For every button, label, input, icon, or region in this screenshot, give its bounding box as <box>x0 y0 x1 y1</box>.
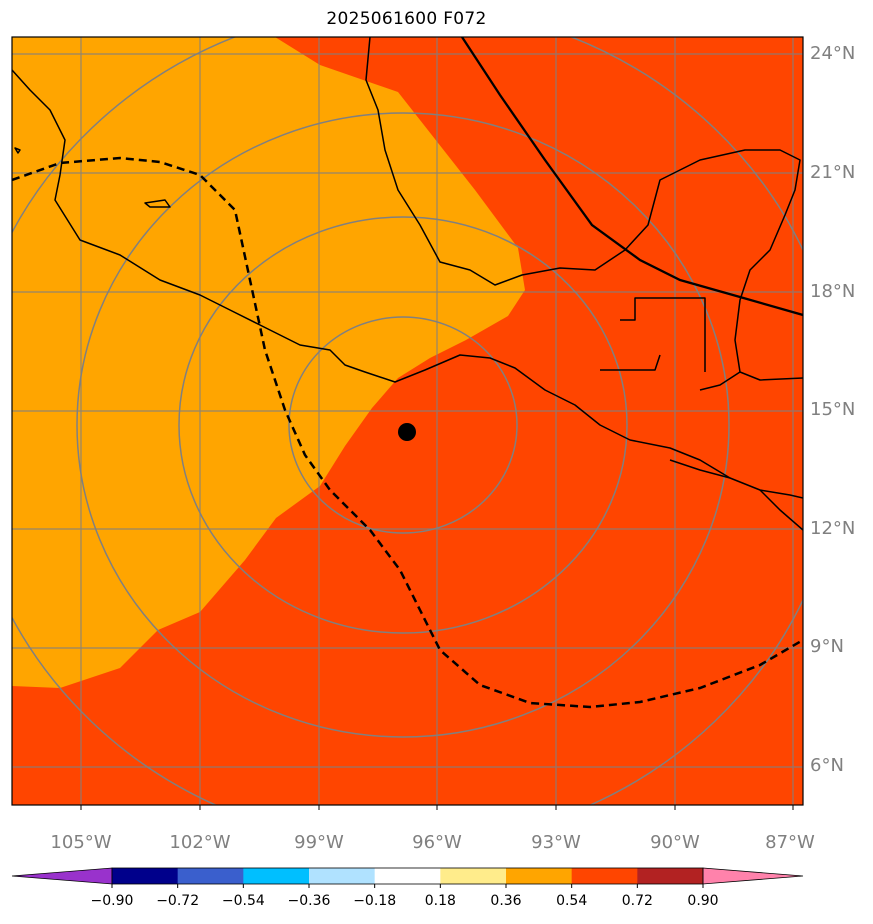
colorbar-tick-label: 0.54 <box>556 893 588 909</box>
lat-label-18n: 18°N <box>810 281 856 302</box>
solid-contour <box>461 37 803 317</box>
colorbar-tick-label: −0.72 <box>156 893 200 909</box>
colorbar-tick-label: 0.18 <box>424 893 456 909</box>
graticule <box>12 37 803 805</box>
map-title: 2025061600 F072 <box>326 9 487 29</box>
colorbar-tick-label: −0.18 <box>353 893 397 909</box>
colorbar-tick-label: −0.90 <box>90 893 134 909</box>
colorbar-tick-label: 0.72 <box>621 893 653 909</box>
colorbar-segment <box>440 868 507 884</box>
lat-label-24n: 24°N <box>810 43 856 64</box>
colorbar-segment <box>243 868 310 884</box>
colorbar-tick-label: 0.36 <box>490 893 522 909</box>
colorbar-segment <box>506 868 573 884</box>
colorbar-segment <box>571 868 638 884</box>
lat-label-21n: 21°N <box>810 162 856 183</box>
lon-label-99w: 99°W <box>294 832 344 853</box>
lon-label-96w: 96°W <box>412 832 462 853</box>
map-frame <box>11 36 804 806</box>
lat-label-12n: 12°N <box>810 518 856 539</box>
colorbar-segment <box>374 868 441 884</box>
lat-label-6n: 6°N <box>810 755 844 776</box>
map-panel <box>11 36 804 810</box>
lon-label-87w: 87°W <box>765 832 815 853</box>
colorbar-frame <box>111 867 704 885</box>
forecast-track-dashed <box>12 156 803 709</box>
lon-label-102w: 102°W <box>169 832 231 853</box>
colorbar-segment <box>177 868 244 884</box>
colorbar-segment <box>637 868 704 884</box>
colorbar-tick-label: 0.90 <box>687 893 719 909</box>
lon-label-105w: 105°W <box>50 832 112 853</box>
lat-label-9n: 9°N <box>810 636 844 657</box>
range-rings <box>12 37 803 805</box>
colorbar-tick-label: −0.54 <box>221 893 265 909</box>
field-orange <box>12 37 525 688</box>
colorbar-segment <box>309 868 376 884</box>
colorbar <box>11 867 804 888</box>
lat-label-15n: 15°N <box>810 399 856 420</box>
lon-label-90w: 90°W <box>650 832 700 853</box>
colorbar-extend-low <box>11 867 113 885</box>
colorbar-tick-label: −0.36 <box>287 893 331 909</box>
storm-center-marker <box>398 423 416 441</box>
coastlines <box>12 37 803 531</box>
colorbar-segment <box>112 868 179 884</box>
colorbar-extend-high <box>702 867 804 885</box>
lon-label-93w: 93°W <box>531 832 581 853</box>
